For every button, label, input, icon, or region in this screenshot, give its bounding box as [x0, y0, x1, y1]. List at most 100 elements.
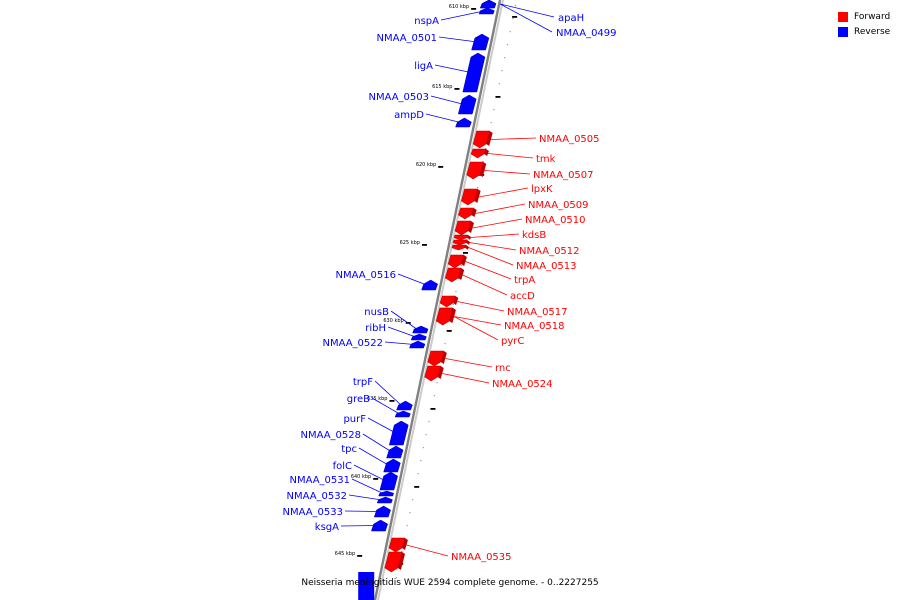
gene-tmk-label[interactable]: tmk [536, 154, 556, 165]
gene-nmaa-0507-leader [484, 170, 531, 175]
gene-nmaa-0532-arrow[interactable] [376, 496, 393, 504]
gene-purf-label[interactable]: purF [343, 414, 366, 425]
legend-forward-label: Forward [854, 11, 891, 22]
gene-nmaa-0505-label[interactable]: NMAA_0505 [539, 134, 600, 145]
gene-liga-label[interactable]: ligA [414, 61, 433, 72]
gene-nmaa-0531-arrow[interactable] [378, 490, 395, 497]
gene-nmaa-0507-label[interactable]: NMAA_0507 [533, 170, 594, 181]
gene-trpf-arrow[interactable] [396, 400, 413, 411]
gene-greb-label[interactable]: greB [347, 394, 370, 405]
gene-apah-label[interactable]: apaH [558, 13, 584, 24]
gene-nmaa-0505-shade [486, 131, 493, 146]
gene-nmaa-0535-arrow[interactable] [388, 537, 406, 553]
gene-nmaa-0528-leader [362, 433, 393, 453]
gene-pyrc-shade [449, 308, 456, 323]
gene-unlabeled-arrow[interactable] [384, 551, 403, 573]
gene-nmaa-0517-leader [457, 301, 505, 312]
gene-nmaa-0535-leader [406, 544, 449, 557]
gene-nmaa-0510-arrow[interactable] [454, 220, 472, 236]
gene-rnc-label[interactable]: rnc [495, 363, 511, 374]
tick-mark-minor [512, 16, 518, 18]
gene-nmaa-0499-arrow[interactable] [479, 0, 497, 9]
gene-nmaa-0512-label[interactable]: NMAA_0512 [519, 246, 580, 257]
gene-accd-label[interactable]: accD [510, 291, 535, 302]
gene-nmaa-0535-label[interactable]: NMAA_0535 [451, 552, 512, 563]
gene-nmaa-0513-arrow[interactable] [451, 244, 467, 251]
gene-tmk-arrow[interactable] [470, 148, 487, 159]
gene-kdsb-label[interactable]: kdsB [522, 230, 546, 241]
gene-nmaa-0532-label[interactable]: NMAA_0532 [286, 491, 347, 502]
gene-purf-arrow[interactable] [388, 420, 409, 446]
gene-lpxk-label[interactable]: lpxK [531, 184, 553, 195]
gene-folc-arrow[interactable] [379, 471, 398, 491]
gene-nmaa-0503-arrow[interactable] [457, 94, 477, 115]
tick-label: 635 kbp [367, 396, 387, 402]
gene-nmaa-0528-label[interactable]: NMAA_0528 [300, 430, 361, 441]
gene-trpa-leader [465, 261, 512, 280]
gene-nmaa-0505-leader [490, 137, 537, 140]
gene-nusb-label[interactable]: nusB [364, 307, 389, 318]
gene-nmaa-0507-arrow[interactable] [466, 161, 484, 180]
gene-trpa-label[interactable]: trpA [514, 275, 535, 286]
gene-tpc-arrow[interactable] [383, 458, 401, 473]
gene-accd-leader [462, 274, 508, 296]
gene-nmaa-0518-label[interactable]: NMAA_0518 [504, 321, 565, 332]
tick-mark-minor [495, 96, 501, 98]
gene-folc-label[interactable]: folC [333, 461, 352, 472]
gene-nmaa-0517-label[interactable]: NMAA_0517 [507, 307, 568, 318]
gene-nmaa-0524-arrow[interactable] [424, 365, 442, 382]
guide-dot [485, 148, 487, 150]
guide-dot [458, 278, 460, 280]
gene-nmaa-0517-arrow[interactable] [439, 295, 456, 308]
gene-nmaa-0512-arrow[interactable] [452, 239, 468, 246]
gene-nmaa-0513-label[interactable]: NMAA_0513 [516, 261, 577, 272]
gene-nmaa-0524-label[interactable]: NMAA_0524 [492, 379, 553, 390]
tick-mark [389, 400, 395, 402]
gene-greb-arrow[interactable] [394, 410, 411, 418]
legend-forward: Forward [838, 9, 890, 24]
gene-ampd-arrow[interactable] [455, 117, 472, 128]
gene-nmaa-0533-label[interactable]: NMAA_0533 [282, 507, 343, 518]
tick-mark [438, 166, 444, 168]
gene-ksga-arrow[interactable] [371, 519, 388, 532]
gene-nusb-arrow[interactable] [412, 325, 429, 334]
gene-nmaa-0501-arrow[interactable] [471, 33, 490, 51]
gene-liga-arrow[interactable] [462, 52, 486, 93]
gene-accd-arrow[interactable] [444, 267, 462, 283]
gene-rnc-arrow[interactable] [427, 350, 445, 367]
gene-pyrc-arrow[interactable] [436, 307, 454, 326]
gene-nspa-arrow[interactable] [478, 7, 495, 15]
gene-nmaa-0533-arrow[interactable] [373, 505, 391, 518]
gene-trpa-arrow[interactable] [447, 254, 465, 269]
tick-mark [454, 88, 460, 90]
gene-kdsb-arrow[interactable] [453, 234, 469, 241]
gene-nmaa-0499-leader [499, 3, 553, 33]
gene-pyrc-label[interactable]: pyrC [501, 336, 524, 347]
gene-nmaa-0505-arrow[interactable] [472, 130, 491, 149]
gene-ksga-label[interactable]: ksgA [315, 522, 339, 533]
gene-lpxk-arrow[interactable] [461, 188, 478, 206]
gene-nmaa-0509-arrow[interactable] [458, 207, 475, 220]
gene-nmaa-0522-label[interactable]: NMAA_0522 [322, 338, 383, 349]
gene-nmaa-0501-label[interactable]: NMAA_0501 [376, 33, 437, 44]
gene-nmaa-0516-label[interactable]: NMAA_0516 [335, 270, 396, 281]
guide-dot [428, 421, 430, 423]
gene-nmaa-0510-label[interactable]: NMAA_0510 [525, 215, 586, 226]
gene-ampd-label[interactable]: ampD [394, 110, 424, 121]
gene-offscreen-arrow[interactable] [358, 572, 375, 600]
gene-nmaa-0501-leader [438, 36, 478, 43]
gene-nmaa-0499-label[interactable]: NMAA_0499 [556, 28, 617, 39]
gene-nmaa-0503-label[interactable]: NMAA_0503 [368, 92, 429, 103]
gene-ribh-leader [387, 326, 416, 338]
gene-nspa-label[interactable]: nspA [414, 16, 439, 27]
tick-mark-minor [430, 408, 436, 410]
gene-ribh-label[interactable]: ribH [365, 323, 386, 334]
gene-nmaa-0522-arrow[interactable] [409, 340, 426, 349]
gene-trpf-label[interactable]: trpF [353, 377, 373, 388]
gene-nmaa-0509-label[interactable]: NMAA_0509 [528, 200, 589, 211]
gene-nmaa-0531-label[interactable]: NMAA_0531 [289, 475, 350, 486]
gene-ribh-arrow[interactable] [410, 333, 427, 341]
gene-nmaa-0516-arrow[interactable] [421, 279, 438, 291]
gene-tpc-label[interactable]: tpc [341, 444, 357, 455]
gene-nmaa-0528-arrow[interactable] [386, 445, 404, 459]
